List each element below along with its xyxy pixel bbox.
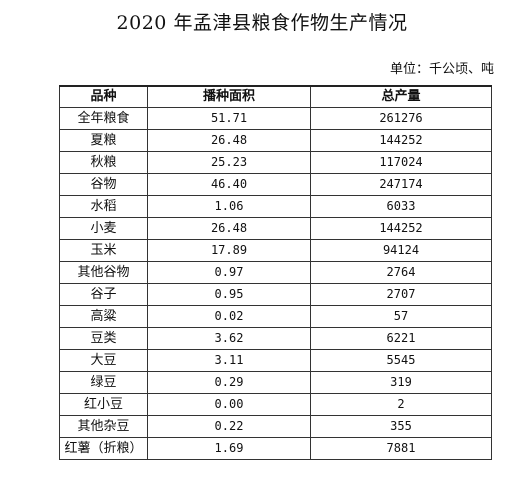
sown-area-cell: 26.48 xyxy=(147,217,311,240)
total-output-cell: 319 xyxy=(310,371,492,394)
table-row: 秋粮 25.23 117024 xyxy=(59,151,492,174)
total-output-cell: 2707 xyxy=(310,283,492,306)
total-output-cell: 57 xyxy=(310,305,492,328)
total-output-cell: 5545 xyxy=(310,349,492,372)
sown-area-cell: 0.29 xyxy=(147,371,311,394)
table-row: 红薯（折粮） 1.69 7881 xyxy=(59,437,492,460)
total-output-cell: 6221 xyxy=(310,327,492,350)
table-row: 红小豆 0.00 2 xyxy=(59,393,492,416)
sown-area-cell: 26.48 xyxy=(147,129,311,152)
table-row: 豆类 3.62 6221 xyxy=(59,327,492,350)
variety-cell: 谷物 xyxy=(59,173,148,196)
variety-cell: 高粱 xyxy=(59,305,148,328)
variety-cell: 小麦 xyxy=(59,217,148,240)
column-header-variety: 品种 xyxy=(59,85,148,108)
total-output-cell: 247174 xyxy=(310,173,492,196)
sown-area-cell: 46.40 xyxy=(147,173,311,196)
variety-cell: 豆类 xyxy=(59,327,148,350)
table-row: 高粱 0.02 57 xyxy=(59,305,492,328)
sown-area-cell: 25.23 xyxy=(147,151,311,174)
variety-cell: 夏粮 xyxy=(59,129,148,152)
table-row: 全年粮食 51.71 261276 xyxy=(59,107,492,130)
sown-area-cell: 0.95 xyxy=(147,283,311,306)
sown-area-cell: 3.62 xyxy=(147,327,311,350)
total-output-cell: 6033 xyxy=(310,195,492,218)
total-output-cell: 261276 xyxy=(310,107,492,130)
variety-cell: 红薯（折粮） xyxy=(59,437,148,460)
column-header-total-output: 总产量 xyxy=(310,85,492,108)
total-output-cell: 117024 xyxy=(310,151,492,174)
total-output-cell: 2 xyxy=(310,393,492,416)
total-output-cell: 7881 xyxy=(310,437,492,460)
table-row: 夏粮 26.48 144252 xyxy=(59,129,492,152)
variety-cell: 红小豆 xyxy=(59,393,148,416)
sown-area-cell: 0.00 xyxy=(147,393,311,416)
table-row: 水稻 1.06 6033 xyxy=(59,195,492,218)
table-row: 大豆 3.11 5545 xyxy=(59,349,492,372)
column-header-sown-area: 播种面积 xyxy=(147,85,311,108)
sown-area-cell: 1.69 xyxy=(147,437,311,460)
variety-cell: 水稻 xyxy=(59,195,148,218)
table-row: 玉米 17.89 94124 xyxy=(59,239,492,262)
total-output-cell: 2764 xyxy=(310,261,492,284)
table-row: 谷子 0.95 2707 xyxy=(59,283,492,306)
variety-cell: 玉米 xyxy=(59,239,148,262)
table-row: 小麦 26.48 144252 xyxy=(59,217,492,240)
table-row: 绿豆 0.29 319 xyxy=(59,371,492,394)
variety-cell: 绿豆 xyxy=(59,371,148,394)
variety-cell: 谷子 xyxy=(59,283,148,306)
sown-area-cell: 1.06 xyxy=(147,195,311,218)
variety-cell: 其他杂豆 xyxy=(59,415,148,438)
total-output-cell: 94124 xyxy=(310,239,492,262)
page-title: 2020 年孟津县粮食作物生产情况 xyxy=(116,12,408,34)
sown-area-cell: 0.22 xyxy=(147,415,311,438)
sown-area-cell: 51.71 xyxy=(147,107,311,130)
variety-cell: 秋粮 xyxy=(59,151,148,174)
sown-area-cell: 17.89 xyxy=(147,239,311,262)
sown-area-cell: 0.02 xyxy=(147,305,311,328)
total-output-cell: 144252 xyxy=(310,129,492,152)
variety-cell: 其他谷物 xyxy=(59,261,148,284)
sown-area-cell: 3.11 xyxy=(147,349,311,372)
total-output-cell: 355 xyxy=(310,415,492,438)
variety-cell: 大豆 xyxy=(59,349,148,372)
sown-area-cell: 0.97 xyxy=(147,261,311,284)
unit-note: 单位：千公顷、吨 xyxy=(389,62,494,77)
variety-cell: 全年粮食 xyxy=(59,107,148,130)
table-row: 其他杂豆 0.22 355 xyxy=(59,415,492,438)
total-output-cell: 144252 xyxy=(310,217,492,240)
table-row: 谷物 46.40 247174 xyxy=(59,173,492,196)
table-row: 其他谷物 0.97 2764 xyxy=(59,261,492,284)
table-header-row: 品种 播种面积 总产量 xyxy=(59,85,492,108)
grain-production-table: 品种 播种面积 总产量 全年粮食 51.71 261276 夏粮 26.48 1… xyxy=(59,85,492,460)
